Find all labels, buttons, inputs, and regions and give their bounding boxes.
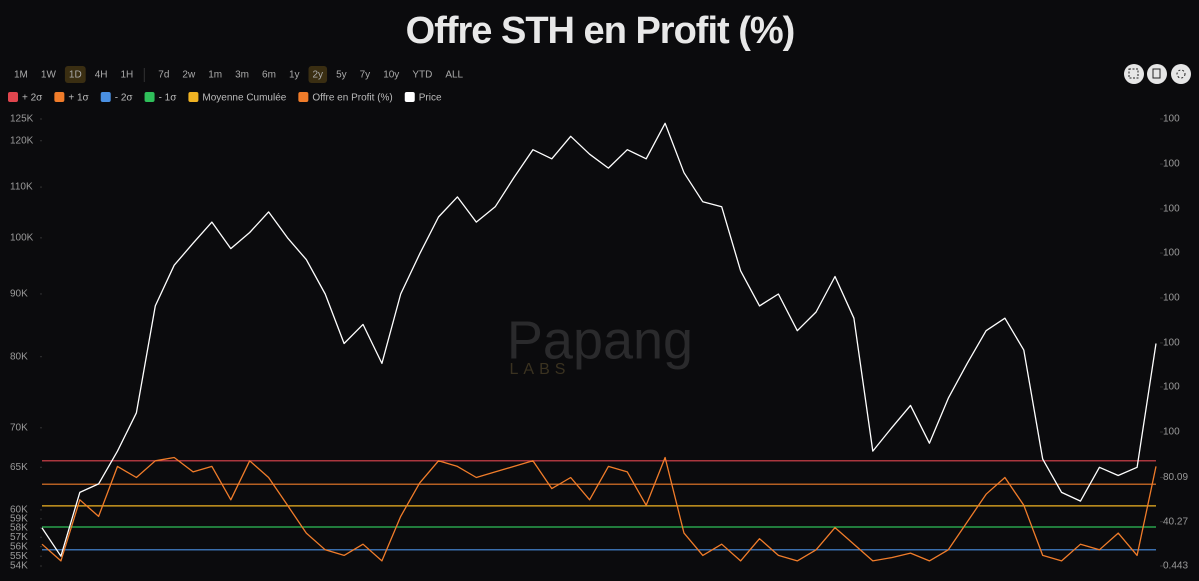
y2-tick-label: 100 [1163, 427, 1180, 438]
toolbar-button[interactable]: 1M [14, 70, 28, 81]
y2-tick-label: 100 [1163, 248, 1180, 259]
toolbar-button[interactable]: 2y [313, 70, 324, 81]
y2-tick-label: 100 [1163, 204, 1180, 215]
y-tick-label: 56K [10, 541, 28, 552]
toolbar-button[interactable]: ALL [445, 70, 463, 81]
y-tick-label: 57K [10, 532, 28, 543]
series-line [41, 122, 1157, 557]
toolbar-button[interactable]: 10y [383, 70, 399, 81]
legend-swatch [298, 92, 309, 102]
toolbar-button[interactable]: 1W [41, 70, 57, 81]
legend-swatch [404, 92, 415, 102]
y-tick-label: 90K [10, 289, 28, 300]
tool-icons [1124, 64, 1191, 84]
y-tick-label: 120K [10, 135, 34, 146]
toolbar-active [308, 66, 328, 83]
y-tick-label: 100K [10, 232, 34, 243]
legend-swatch [8, 92, 18, 102]
chart-title: Offre STH en Profit (%) [406, 10, 795, 52]
toolbar-button[interactable]: 5y [336, 70, 347, 81]
y2-tick-label: 0.443 [1163, 561, 1188, 572]
y-tick-label: 58K [10, 523, 28, 534]
legend-label: - 2σ [115, 93, 134, 104]
toolbar-button[interactable]: 1y [289, 70, 300, 81]
watermark-sub: LABS [510, 361, 571, 378]
y-tick-label: 125K [10, 114, 34, 125]
toolbar-button[interactable]: 4H [95, 70, 108, 81]
y2-tick-label: 100 [1163, 338, 1180, 349]
y-tick-label: 65K [10, 462, 28, 473]
y-tick-label: 70K [10, 422, 28, 433]
watermark-name: Papang [507, 310, 693, 370]
y2-tick-label: 100 [1163, 114, 1180, 125]
toolbar-button[interactable]: 7y [360, 70, 371, 81]
icon-copy[interactable] [1147, 64, 1167, 84]
icon-glyph [1176, 69, 1186, 79]
legend-swatch [144, 92, 155, 102]
legend-label: Price [419, 93, 442, 104]
icon-select[interactable] [1124, 64, 1144, 84]
toolbar-button[interactable]: YTD [412, 70, 432, 81]
y-tick-label: 110K [10, 182, 33, 193]
y-tick-label: 55K [10, 551, 28, 562]
toolbar-button[interactable]: 7d [158, 70, 169, 81]
legend-swatch [100, 92, 111, 102]
toolbar-button[interactable]: 1m [208, 70, 222, 81]
y-tick-label: 80K [10, 351, 28, 362]
y2-tick-label: 100 [1163, 159, 1180, 170]
y-tick-label: 60K [10, 505, 28, 516]
y-tick-label: 54K [10, 561, 28, 572]
legend-swatch [54, 92, 65, 102]
watermark: Papang LABS [507, 310, 693, 378]
toolbar-button[interactable]: 1D [69, 70, 82, 81]
toolbar-active [64, 66, 86, 83]
y2-tick-label: 100 [1163, 293, 1180, 304]
series-line [41, 456, 1157, 562]
legend-label: + 1σ [68, 93, 89, 104]
y2-tick-label: 40.27 [1163, 516, 1188, 527]
y2-tick-label: 80.09 [1163, 472, 1188, 483]
legend-label: - 1σ [159, 93, 178, 104]
legend-label: Offre en Profit (%) [312, 93, 392, 104]
toolbar-button[interactable]: 6m [262, 70, 276, 81]
toolbar-button[interactable]: 1H [121, 70, 134, 81]
legend-label: + 2σ [22, 93, 43, 104]
icon-glyph [1152, 68, 1161, 79]
y-tick-label: 59K [10, 513, 28, 524]
toolbar-button[interactable]: 2w [182, 70, 196, 81]
y2-tick-label: 100 [1163, 382, 1180, 393]
toolbar-button[interactable]: 3m [235, 70, 249, 81]
legend-swatch [188, 92, 199, 102]
icon-fullscreen[interactable] [1171, 64, 1191, 84]
legend-label: Moyenne Cumulée [202, 93, 286, 104]
icon-glyph [1128, 68, 1139, 79]
